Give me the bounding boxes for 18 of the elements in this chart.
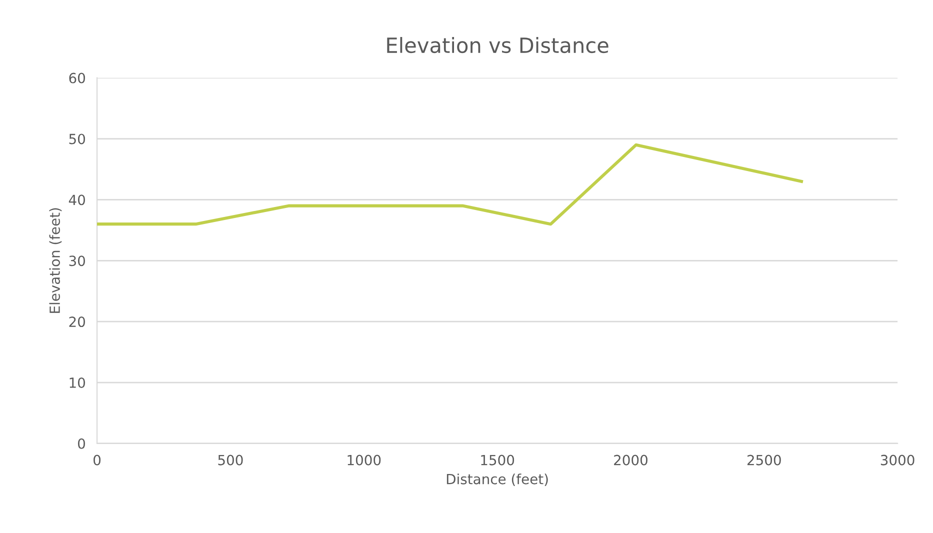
y-tick-label: 20: [69, 316, 85, 328]
y-tick-label: 60: [69, 72, 85, 84]
line-series: [97, 143, 804, 226]
x-tick-label: 3000: [880, 454, 914, 466]
x-tick-label: 1000: [348, 454, 381, 466]
y-tick-label: 0: [78, 438, 85, 449]
y-tick-label: 40: [68, 194, 85, 206]
x-tick-label: 0: [94, 454, 101, 466]
x-axis-title: Distance (feet): [446, 474, 548, 486]
y-tick-label: 50: [69, 134, 85, 144]
x-tick-label: 2500: [747, 454, 781, 466]
chart-title: Elevation vs Distance: [387, 36, 608, 54]
y-tick-label: 10: [70, 377, 85, 388]
y-tick-label: 30: [69, 256, 85, 266]
x-tick-label: 1500: [481, 454, 514, 466]
x-tick-label: 500: [218, 454, 243, 466]
x-tick-label: 2000: [614, 454, 648, 466]
y-axis-title: Elevation (feet): [49, 208, 62, 313]
